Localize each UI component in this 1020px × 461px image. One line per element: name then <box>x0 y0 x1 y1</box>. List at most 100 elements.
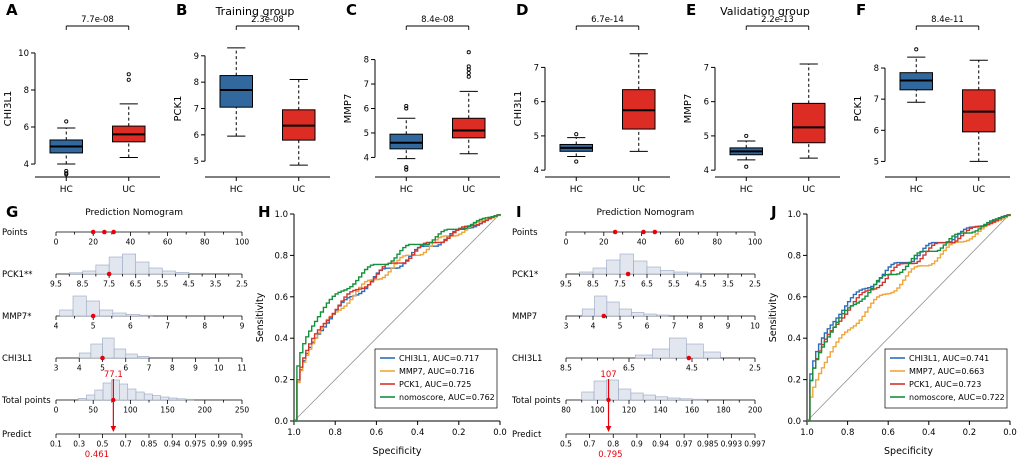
svg-text:Total points: Total points <box>511 396 561 406</box>
svg-text:0.0: 0.0 <box>787 417 801 427</box>
svg-text:6.5: 6.5 <box>623 364 635 373</box>
svg-text:5: 5 <box>100 364 105 373</box>
svg-text:Prediction Nomogram: Prediction Nomogram <box>596 208 694 218</box>
svg-text:UC: UC <box>122 185 135 195</box>
nomogram-training: Prediction Nomogram Points 0 20 40 60 80 100 PCK… <box>0 202 252 461</box>
svg-text:10: 10 <box>214 364 224 373</box>
svg-text:0.2: 0.2 <box>452 428 466 438</box>
svg-text:PCK1, AUC=0.723: PCK1, AUC=0.723 <box>909 380 981 389</box>
svg-text:7: 7 <box>194 105 199 115</box>
svg-text:0.1: 0.1 <box>50 440 62 449</box>
svg-text:HC: HC <box>60 185 73 195</box>
validation-group-title: Validation group <box>720 5 810 18</box>
svg-text:4: 4 <box>591 322 596 331</box>
svg-text:2.2e-13: 2.2e-13 <box>761 15 794 25</box>
svg-text:250: 250 <box>235 406 250 415</box>
svg-text:20: 20 <box>599 238 609 247</box>
svg-text:nomoscore, AUC=0.722: nomoscore, AUC=0.722 <box>909 393 1005 402</box>
svg-text:0.99: 0.99 <box>210 440 227 449</box>
svg-text:UC: UC <box>972 185 985 195</box>
svg-text:HC: HC <box>570 185 583 195</box>
svg-text:60: 60 <box>163 238 173 247</box>
svg-text:80: 80 <box>561 406 571 415</box>
svg-text:100: 100 <box>235 238 250 247</box>
svg-text:UC: UC <box>462 185 475 195</box>
svg-text:4.5: 4.5 <box>695 280 707 289</box>
boxplot-chi3l1-validation: 4 5 6 7 CHI3L1 HC UC 6.7e-14 <box>510 0 680 202</box>
svg-text:4: 4 <box>54 322 59 331</box>
svg-text:77.1: 77.1 <box>104 370 123 380</box>
svg-text:80: 80 <box>200 238 210 247</box>
panel-g-letter: G <box>6 203 19 221</box>
svg-text:1.0: 1.0 <box>787 210 801 220</box>
svg-text:100: 100 <box>590 406 605 415</box>
svg-text:6: 6 <box>704 98 709 108</box>
svg-text:CHI3L1, AUC=0.741: CHI3L1, AUC=0.741 <box>909 354 989 363</box>
svg-text:140: 140 <box>653 406 668 415</box>
svg-text:3.5: 3.5 <box>209 280 221 289</box>
svg-text:0: 0 <box>54 238 59 247</box>
svg-text:0.461: 0.461 <box>85 450 109 460</box>
svg-text:Predict: Predict <box>512 430 542 440</box>
svg-text:0.0: 0.0 <box>1003 428 1017 438</box>
svg-text:Points: Points <box>512 228 538 238</box>
svg-text:MMP7, AUC=0.663: MMP7, AUC=0.663 <box>909 367 984 376</box>
svg-text:MMP7*: MMP7* <box>2 312 31 322</box>
svg-text:0.4: 0.4 <box>787 334 801 344</box>
svg-text:0.8: 0.8 <box>274 251 288 261</box>
svg-text:Sensitivity: Sensitivity <box>768 292 779 342</box>
svg-text:0.6: 0.6 <box>370 428 384 438</box>
svg-text:5.5: 5.5 <box>668 280 680 289</box>
svg-text:4.5: 4.5 <box>686 364 698 373</box>
svg-text:107: 107 <box>600 370 616 380</box>
svg-text:6: 6 <box>874 126 879 136</box>
svg-text:4: 4 <box>534 166 539 176</box>
svg-text:200: 200 <box>748 406 763 415</box>
svg-text:5: 5 <box>194 157 199 167</box>
svg-text:0.0: 0.0 <box>493 428 507 438</box>
svg-text:0.8: 0.8 <box>328 428 342 438</box>
svg-text:7: 7 <box>147 364 152 373</box>
svg-text:UC: UC <box>802 185 815 195</box>
svg-text:120: 120 <box>622 406 637 415</box>
svg-text:8: 8 <box>194 78 199 88</box>
svg-text:3: 3 <box>564 322 569 331</box>
boxplot-pck1-validation: 5 6 7 8 PCK1 HC UC 8.4e-11 <box>850 0 1020 202</box>
svg-text:0.985: 0.985 <box>697 440 719 449</box>
svg-text:0: 0 <box>54 406 59 415</box>
svg-text:PCK1**: PCK1** <box>2 270 33 280</box>
svg-text:CHI3L1, AUC=0.717: CHI3L1, AUC=0.717 <box>399 354 479 363</box>
svg-text:8.5: 8.5 <box>560 364 572 373</box>
svg-text:CHI3L1: CHI3L1 <box>2 354 32 364</box>
svg-text:1.0: 1.0 <box>287 428 301 438</box>
svg-text:8: 8 <box>699 322 704 331</box>
svg-text:150: 150 <box>160 406 175 415</box>
svg-text:0.3: 0.3 <box>73 440 85 449</box>
svg-text:8.4e-11: 8.4e-11 <box>931 15 964 25</box>
panel-h: H 1.0 0.8 0.6 0.4 0.2 0.0 0.0 0.2 0.4 0.6 0.8 1.0 Sp… <box>252 202 510 461</box>
svg-text:20: 20 <box>88 238 98 247</box>
svg-text:2.5: 2.5 <box>749 364 761 373</box>
svg-text:0.5: 0.5 <box>97 440 109 449</box>
svg-text:7: 7 <box>364 80 369 90</box>
svg-text:4: 4 <box>364 153 369 163</box>
svg-text:CHI3L1: CHI3L1 <box>513 91 524 127</box>
svg-text:2.5: 2.5 <box>236 280 248 289</box>
svg-text:0.94: 0.94 <box>164 440 181 449</box>
panel-j: J 1.0 0.8 0.6 0.4 0.2 0.0 0.0 0.2 0.4 0.6 0.8 1.0 Sp… <box>765 202 1020 461</box>
svg-text:5: 5 <box>618 322 623 331</box>
svg-text:0.975: 0.975 <box>185 440 207 449</box>
svg-text:7: 7 <box>165 322 170 331</box>
panel-c-letter: C <box>346 1 358 19</box>
svg-text:0.6: 0.6 <box>881 428 895 438</box>
panel-d: D 4 5 6 7 CHI3L1 HC UC 6.7e-14 <box>510 0 680 202</box>
svg-text:7.5: 7.5 <box>614 280 626 289</box>
svg-text:5: 5 <box>91 322 96 331</box>
svg-text:8.4e-08: 8.4e-08 <box>421 15 454 25</box>
boxplot-pck1-training: 5 6 7 8 9 PCK1 HC UC 2.3e-08 <box>170 0 340 202</box>
svg-text:7.5: 7.5 <box>103 280 115 289</box>
svg-text:0.6: 0.6 <box>787 293 801 303</box>
svg-text:10: 10 <box>18 49 29 59</box>
svg-text:Specificity: Specificity <box>373 446 422 457</box>
